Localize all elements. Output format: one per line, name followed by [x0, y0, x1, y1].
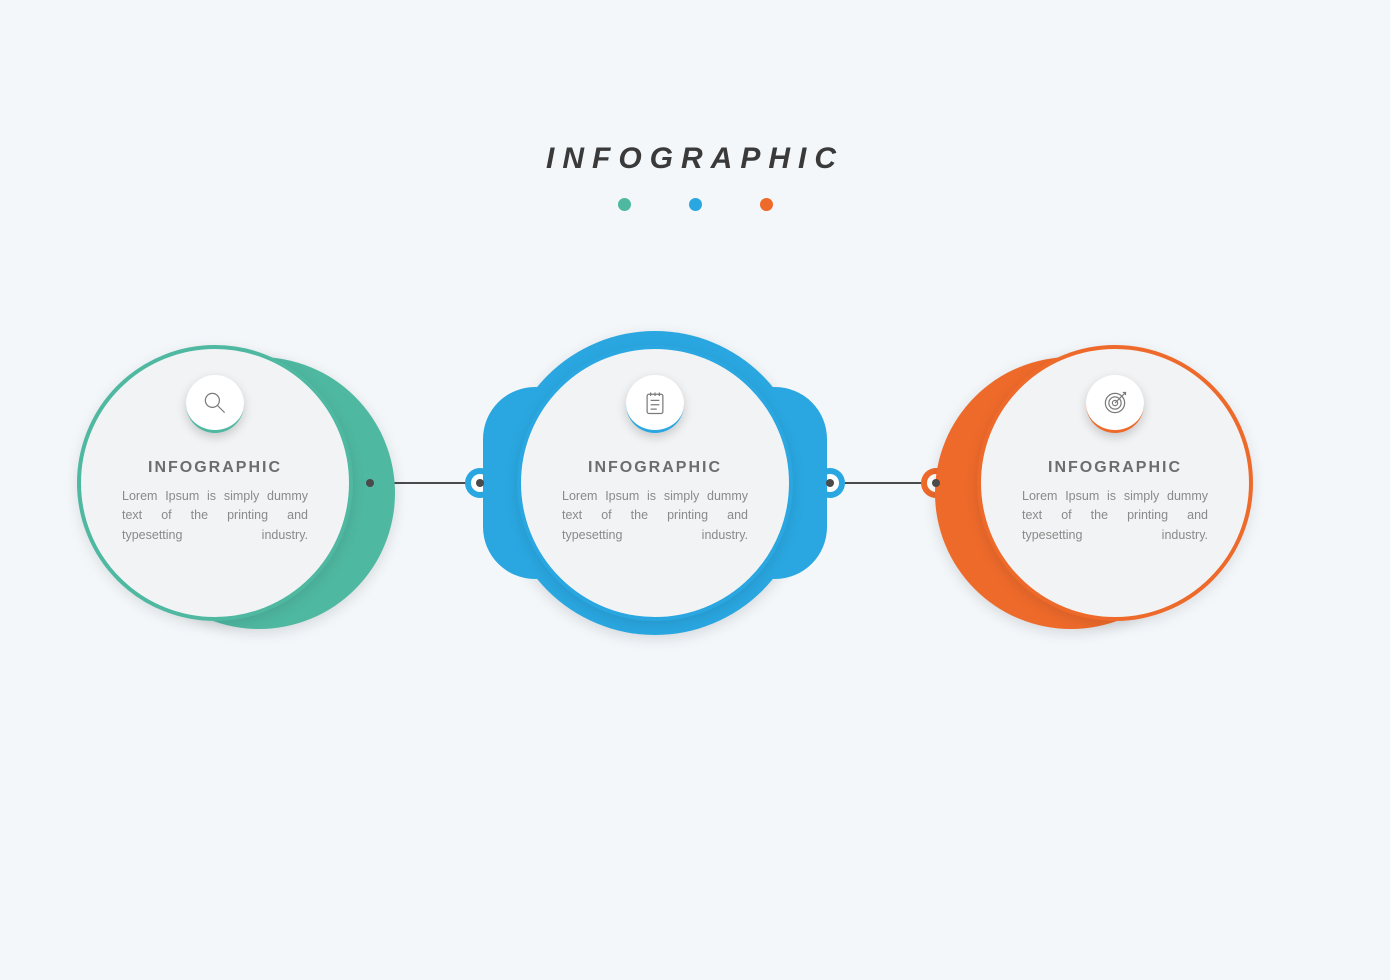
step-label: INFOGRAPHIC — [588, 459, 722, 477]
step-3: INFOGRAPHIC Lorem Ipsum is simply dummy t… — [977, 345, 1253, 621]
step-1: INFOGRAPHIC Lorem Ipsum is simply dummy t… — [77, 345, 353, 621]
header-dots — [0, 198, 1390, 211]
header-dot-2 — [689, 198, 702, 211]
step-desc: Lorem Ipsum is simply dummy text of the … — [122, 487, 308, 545]
header-dot-1 — [618, 198, 631, 211]
notepad-icon — [626, 375, 684, 433]
step-front-circle: INFOGRAPHIC Lorem Ipsum is simply dummy t… — [977, 345, 1253, 621]
step-front-circle: INFOGRAPHIC Lorem Ipsum is simply dummy t… — [77, 345, 353, 621]
infographic-canvas: INFOGRAPHIC INFOGRAPHIC Lorem Ipsum is si… — [0, 0, 1390, 980]
step-desc: Lorem Ipsum is simply dummy text of the … — [562, 487, 748, 545]
step-label: INFOGRAPHIC — [1048, 459, 1182, 477]
target-icon — [1086, 375, 1144, 433]
step-label: INFOGRAPHIC — [148, 459, 282, 477]
page-title: INFOGRAPHIC — [0, 142, 1390, 176]
step-2: INFOGRAPHIC Lorem Ipsum is simply dummy t… — [517, 345, 793, 621]
header-dot-3 — [760, 198, 773, 211]
search-icon — [186, 375, 244, 433]
step-desc: Lorem Ipsum is simply dummy text of the … — [1022, 487, 1208, 545]
step-front-circle: INFOGRAPHIC Lorem Ipsum is simply dummy t… — [517, 345, 793, 621]
header: INFOGRAPHIC — [0, 142, 1390, 211]
